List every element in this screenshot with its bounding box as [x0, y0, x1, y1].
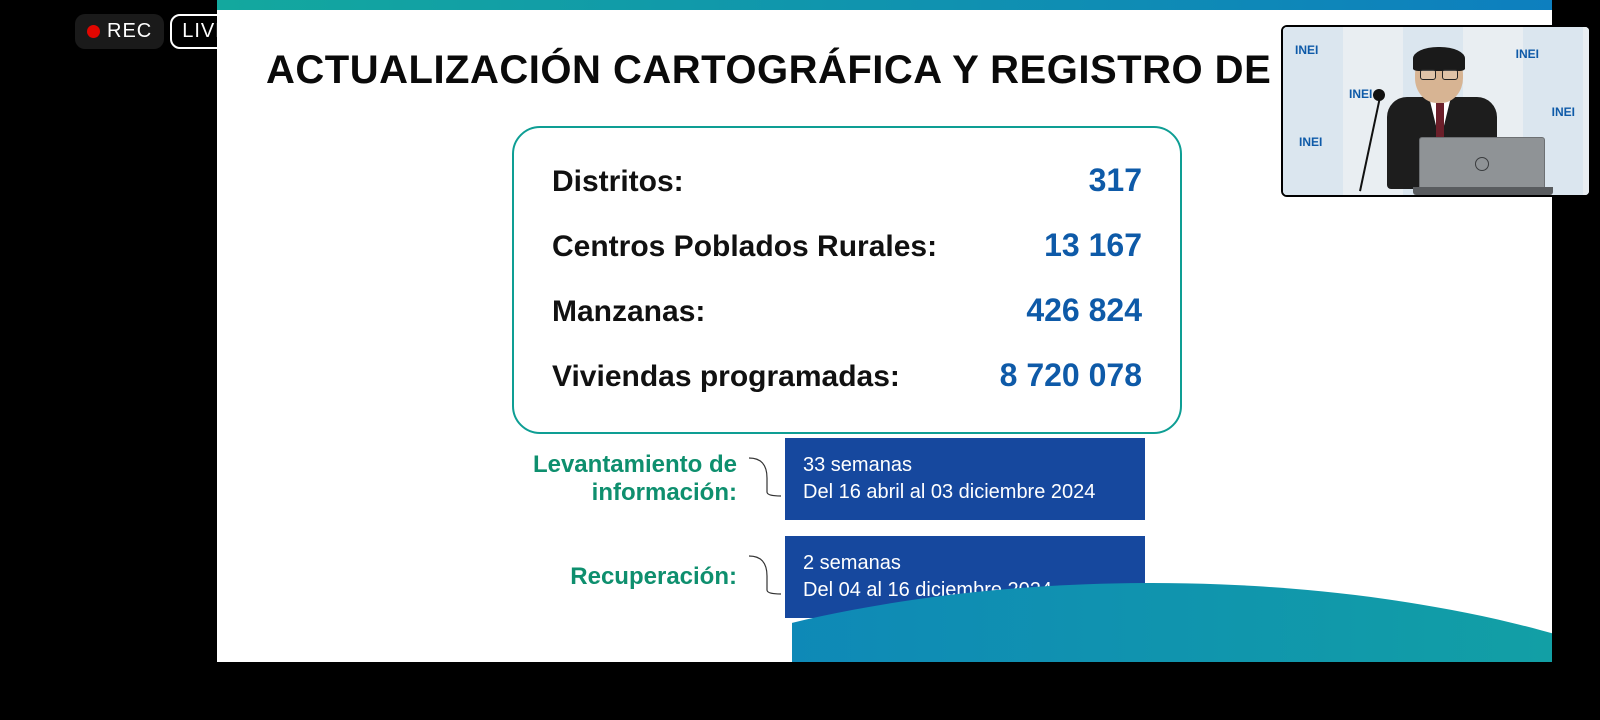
timeline-row: Levantamiento de información: 33 semanas… [407, 438, 1347, 520]
timeline-label: Recuperación: [407, 563, 747, 591]
stat-value: 426 824 [1026, 292, 1142, 329]
timeline-section: Levantamiento de información: 33 semanas… [407, 438, 1347, 634]
stat-value: 317 [1089, 162, 1142, 199]
live-badge: LIVE [170, 14, 241, 49]
record-dot-icon [87, 25, 100, 38]
rec-label: REC [107, 20, 152, 43]
org-logo-text: INEI [1299, 135, 1322, 149]
stat-row: Manzanas: 426 824 [552, 278, 1142, 343]
stat-label: Centros Poblados Rurales: [552, 230, 937, 264]
timeline-box: 33 semanas Del 16 abril al 03 diciembre … [785, 438, 1145, 520]
org-logo-text: INEI [1295, 43, 1318, 57]
timeline-row: Recuperación: 2 semanas Del 04 al 16 dic… [407, 536, 1347, 618]
stats-panel: Distritos: 317 Centros Poblados Rurales:… [512, 126, 1182, 434]
stat-row: Viviendas programadas: 8 720 078 [552, 343, 1142, 408]
laptop-icon [1419, 137, 1545, 197]
timeline-box-line2: Del 04 al 16 diciembre 2024 [803, 577, 1127, 604]
stat-label: Manzanas: [552, 295, 705, 329]
stat-value: 13 167 [1044, 227, 1142, 264]
org-logo-text: INEI [1552, 105, 1575, 119]
timeline-label: Levantamiento de información: [407, 451, 747, 507]
stat-label: Distritos: [552, 165, 684, 199]
video-bottom-bar [0, 662, 1600, 720]
org-logo-text: INEI [1516, 47, 1539, 61]
stat-row: Distritos: 317 [552, 148, 1142, 213]
live-label: LIVE [182, 20, 229, 43]
timeline-box-line1: 33 semanas [803, 452, 1127, 479]
connector-icon [747, 458, 785, 500]
rec-badge: REC [75, 14, 164, 49]
timeline-box-line1: 2 semanas [803, 550, 1127, 577]
stat-row: Centros Poblados Rurales: 13 167 [552, 213, 1142, 278]
stat-label: Viviendas programadas: [552, 360, 900, 394]
timeline-box: 2 semanas Del 04 al 16 diciembre 2024 [785, 536, 1145, 618]
stat-value: 8 720 078 [1000, 357, 1142, 394]
recording-indicator-cluster: REC LIVE [75, 14, 242, 49]
timeline-box-line2: Del 16 abril al 03 diciembre 2024 [803, 479, 1127, 506]
microphone-icon [1371, 87, 1411, 197]
slide-top-stripe [217, 0, 1552, 10]
webcam-thumbnail[interactable]: INEI INEI INEI INEI INEI [1281, 25, 1591, 197]
connector-icon [747, 556, 785, 598]
org-logo-text: INEI [1349, 87, 1372, 101]
